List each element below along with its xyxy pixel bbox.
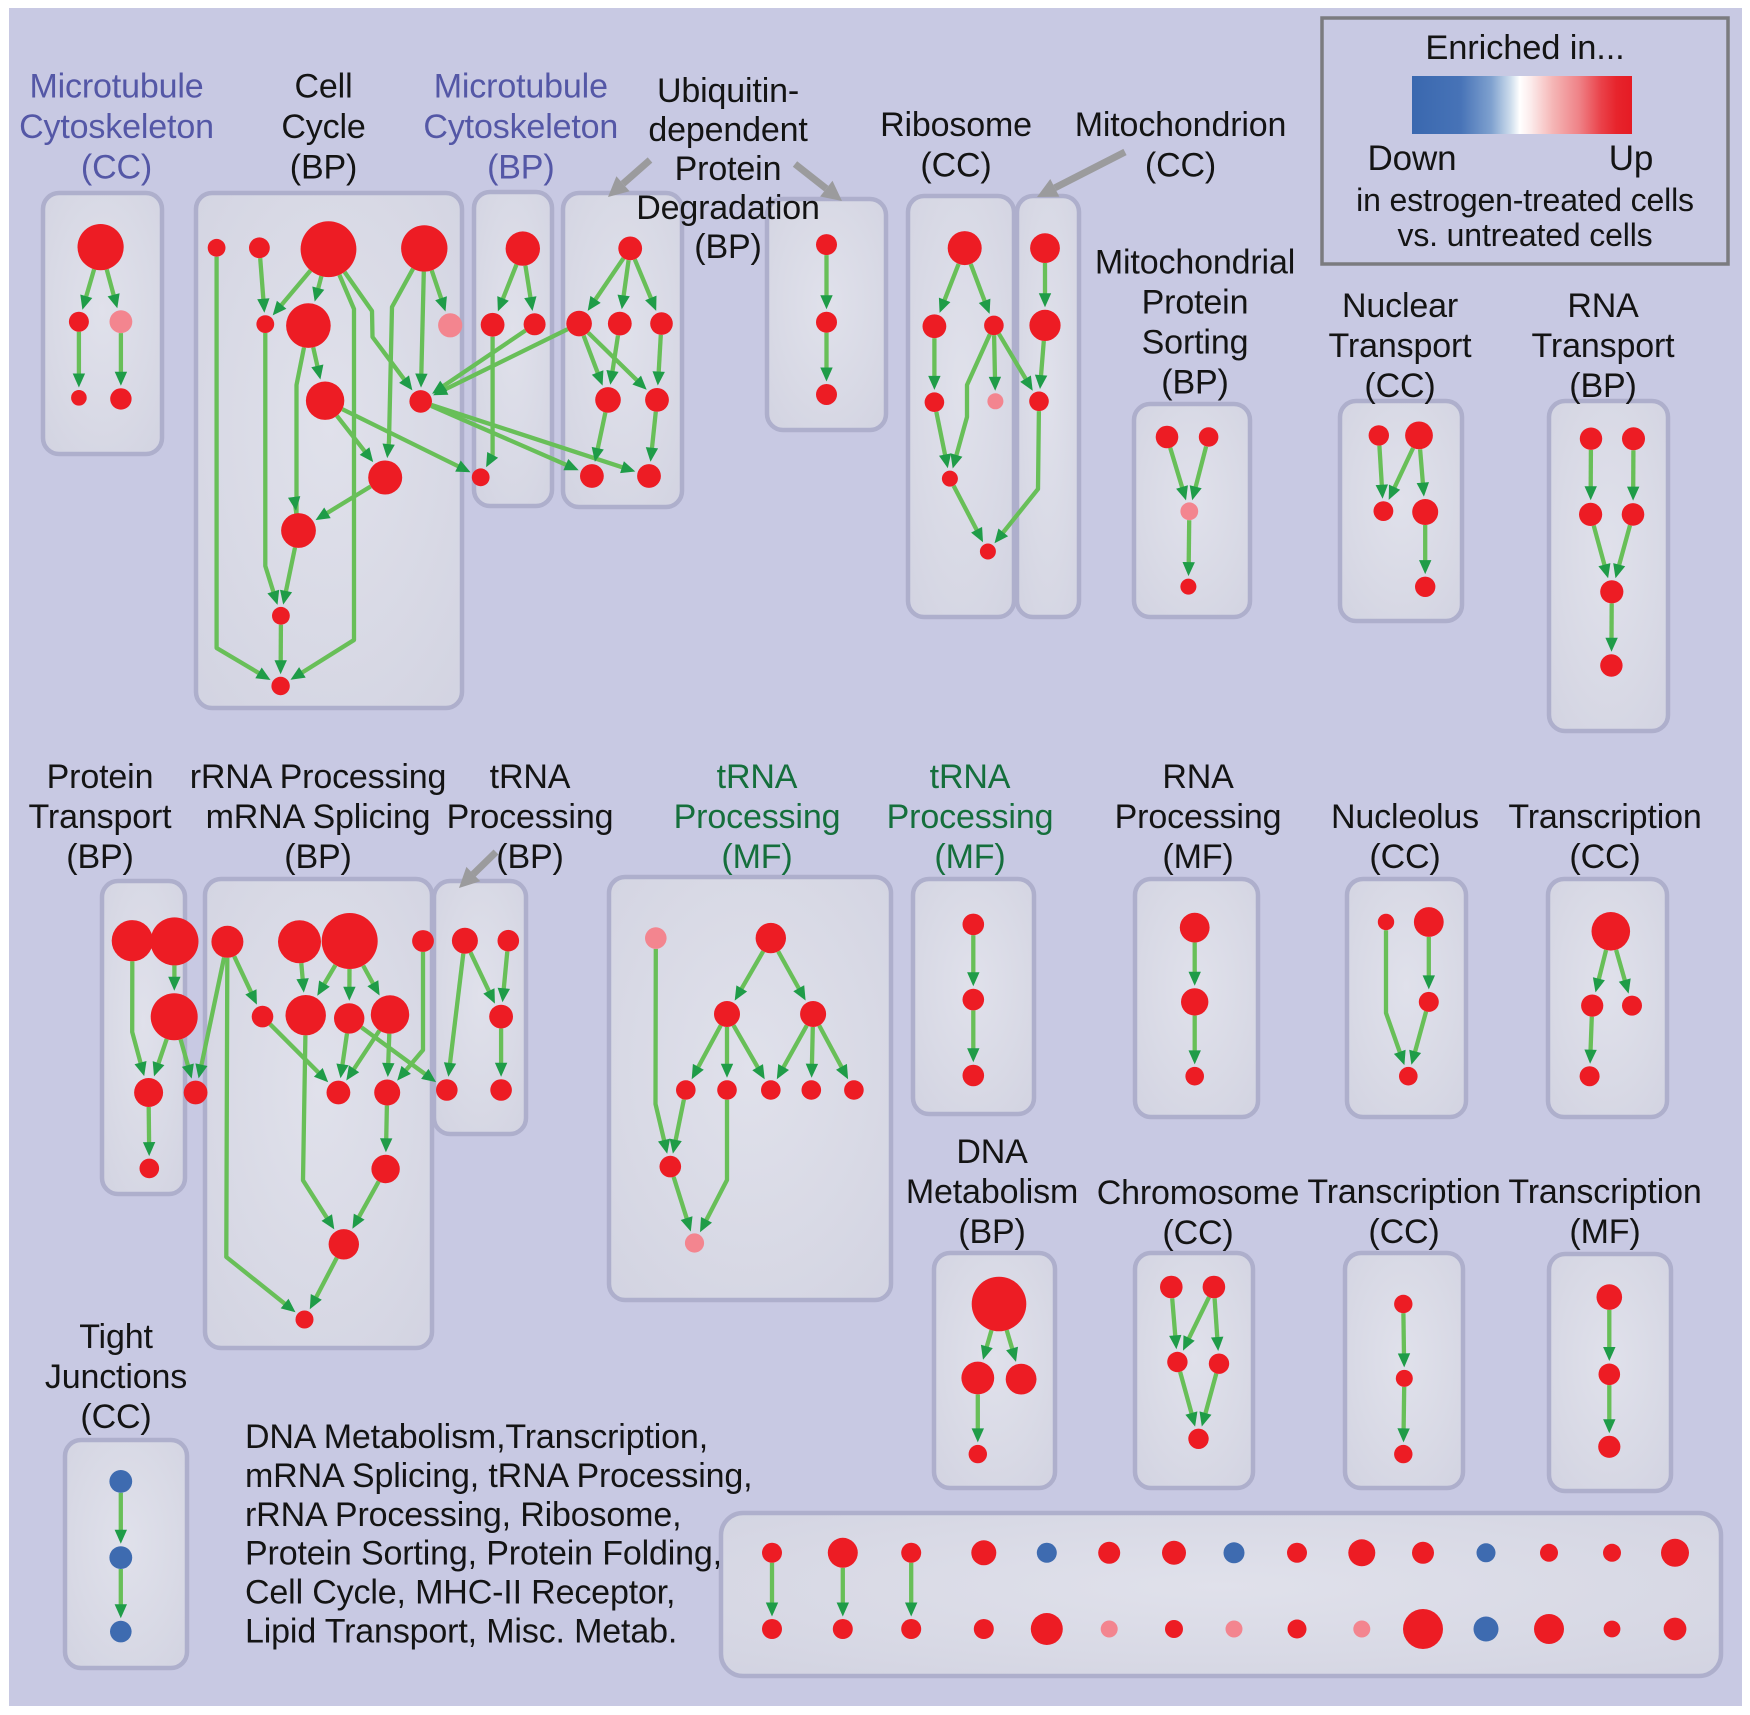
svg-text:(CC): (CC) [1369, 838, 1440, 876]
svg-text:(MF): (MF) [1162, 838, 1233, 876]
svg-text:in estrogen-treated cells: in estrogen-treated cells [1356, 182, 1694, 218]
svg-text:(BP): (BP) [1569, 367, 1636, 405]
svg-text:Transcription: Transcription [1508, 1173, 1701, 1211]
svg-text:(BP): (BP) [958, 1213, 1025, 1251]
svg-text:Cell: Cell [295, 68, 353, 106]
svg-text:Sorting: Sorting [1142, 324, 1249, 362]
svg-text:Tight: Tight [79, 1318, 153, 1356]
svg-text:(BP): (BP) [1161, 364, 1228, 402]
svg-text:RNA: RNA [1567, 287, 1639, 325]
svg-text:(CC): (CC) [1162, 1214, 1233, 1252]
svg-text:(BP): (BP) [66, 838, 133, 876]
svg-text:mRNA Splicing, tRNA Processing: mRNA Splicing, tRNA Processing, [245, 1457, 752, 1495]
svg-text:Protein: Protein [1142, 284, 1249, 322]
svg-text:mRNA Splicing: mRNA Splicing [206, 798, 431, 836]
svg-text:Nuclear: Nuclear [1342, 287, 1458, 325]
svg-text:Cell Cycle, MHC-II Receptor,: Cell Cycle, MHC-II Receptor, [245, 1574, 675, 1612]
svg-text:Cytoskeleton: Cytoskeleton [19, 108, 214, 146]
svg-text:Transport: Transport [1329, 327, 1473, 365]
svg-text:(BP): (BP) [290, 149, 357, 187]
svg-text:Protein Sorting, Protein Foldi: Protein Sorting, Protein Folding, [245, 1535, 722, 1573]
svg-text:rRNA Processing: rRNA Processing [190, 758, 447, 796]
svg-text:(CC): (CC) [1569, 838, 1640, 876]
svg-text:Mitochondrial: Mitochondrial [1095, 244, 1295, 282]
svg-text:Cycle: Cycle [281, 108, 365, 146]
svg-text:(BP): (BP) [284, 838, 351, 876]
svg-text:(BP): (BP) [694, 228, 761, 266]
svg-text:Junctions: Junctions [45, 1358, 187, 1396]
svg-text:Protein: Protein [675, 150, 782, 188]
svg-text:Degradation: Degradation [636, 189, 820, 227]
svg-text:Enriched in...: Enriched in... [1425, 29, 1624, 67]
svg-text:(CC): (CC) [920, 147, 991, 185]
svg-text:rRNA Processing, Ribosome,: rRNA Processing, Ribosome, [245, 1496, 681, 1534]
svg-text:Transport: Transport [29, 798, 173, 836]
svg-text:DNA: DNA [956, 1133, 1028, 1171]
svg-text:tRNA: tRNA [930, 758, 1011, 796]
svg-text:(MF): (MF) [934, 838, 1005, 876]
svg-text:vs. untreated cells: vs. untreated cells [1397, 217, 1652, 253]
svg-text:Down: Down [1368, 139, 1457, 178]
svg-text:Microtubule: Microtubule [29, 68, 203, 106]
svg-text:tRNA: tRNA [717, 758, 798, 796]
svg-text:Chromosome: Chromosome [1097, 1174, 1300, 1212]
svg-text:(MF): (MF) [1569, 1213, 1640, 1251]
svg-text:Processing: Processing [674, 798, 841, 836]
svg-text:(CC): (CC) [80, 1398, 151, 1436]
svg-text:Processing: Processing [887, 798, 1054, 836]
svg-text:Processing: Processing [1115, 798, 1282, 836]
svg-text:DNA Metabolism,Transcription,: DNA Metabolism,Transcription, [245, 1418, 708, 1456]
svg-text:Protein: Protein [47, 758, 154, 796]
svg-text:Metabolism: Metabolism [906, 1173, 1078, 1211]
svg-text:Microtubule: Microtubule [434, 68, 608, 106]
svg-text:(BP): (BP) [487, 149, 554, 187]
svg-text:(CC): (CC) [1368, 1213, 1439, 1251]
svg-text:Lipid Transport, Misc. Metab.: Lipid Transport, Misc. Metab. [245, 1613, 677, 1651]
svg-text:Transport: Transport [1532, 327, 1676, 365]
svg-text:Transcription: Transcription [1508, 798, 1701, 836]
svg-text:Processing: Processing [447, 798, 614, 836]
svg-text:Mitochondrion: Mitochondrion [1075, 106, 1287, 144]
svg-text:Ubiquitin-: Ubiquitin- [657, 72, 799, 110]
svg-text:tRNA: tRNA [490, 758, 571, 796]
svg-text:(CC): (CC) [1145, 147, 1216, 185]
svg-text:Cytoskeleton: Cytoskeleton [423, 108, 618, 146]
svg-text:(CC): (CC) [81, 149, 152, 187]
svg-text:Ribosome: Ribosome [880, 106, 1032, 144]
svg-text:(CC): (CC) [1364, 367, 1435, 405]
svg-text:Up: Up [1609, 139, 1653, 178]
svg-text:Transcription: Transcription [1307, 1173, 1500, 1211]
svg-text:RNA: RNA [1162, 758, 1234, 796]
svg-text:(MF): (MF) [721, 838, 792, 876]
svg-text:dependent: dependent [648, 111, 808, 149]
svg-text:Nucleolus: Nucleolus [1331, 798, 1479, 836]
svg-text:(BP): (BP) [496, 838, 563, 876]
